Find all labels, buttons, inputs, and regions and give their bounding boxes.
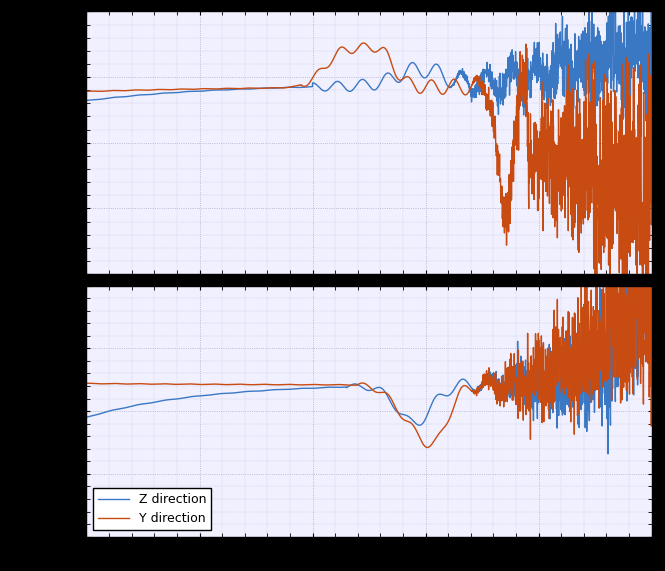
Y direction — [576, 188, 584, 195]
Y direction — [324, 63, 332, 70]
Y direction — [619, 358, 627, 365]
Z direction — [576, 52, 584, 59]
Z direction — [324, 86, 332, 93]
Legend: Z direction, Y direction: Z direction, Y direction — [92, 488, 211, 530]
Z direction — [642, 117, 650, 124]
Line: Z direction: Z direction — [87, 0, 652, 120]
Line: Y direction: Y direction — [87, 43, 652, 361]
Z direction — [181, 395, 189, 401]
Line: Y direction: Y direction — [87, 161, 652, 448]
Y direction — [637, 67, 645, 74]
Z direction — [324, 384, 332, 391]
Z direction — [148, 399, 156, 406]
Z direction — [181, 89, 189, 95]
Y direction — [424, 444, 432, 451]
Z direction — [299, 385, 307, 392]
Y direction — [576, 375, 584, 382]
Y direction — [181, 381, 189, 388]
Y direction — [148, 381, 156, 388]
Z direction — [576, 404, 584, 411]
Z direction — [648, 296, 656, 303]
Z direction — [648, 100, 656, 107]
Y direction — [83, 380, 91, 387]
Y direction — [637, 307, 645, 314]
Z direction — [83, 413, 91, 420]
Z direction — [299, 84, 307, 91]
Y direction — [83, 88, 91, 95]
Y direction — [648, 172, 656, 179]
Y direction — [648, 376, 656, 383]
Y direction — [324, 381, 332, 388]
Y direction — [299, 83, 307, 90]
Z direction — [640, 229, 648, 236]
Y direction — [643, 158, 651, 164]
Z direction — [83, 97, 91, 104]
Z direction — [637, 343, 645, 350]
Y direction — [148, 87, 156, 94]
Z direction — [604, 451, 612, 457]
Z direction — [637, 47, 645, 54]
Y direction — [299, 381, 307, 388]
Z direction — [148, 91, 156, 98]
Y direction — [181, 86, 189, 93]
Y direction — [360, 39, 368, 46]
Line: Z direction: Z direction — [87, 232, 652, 454]
